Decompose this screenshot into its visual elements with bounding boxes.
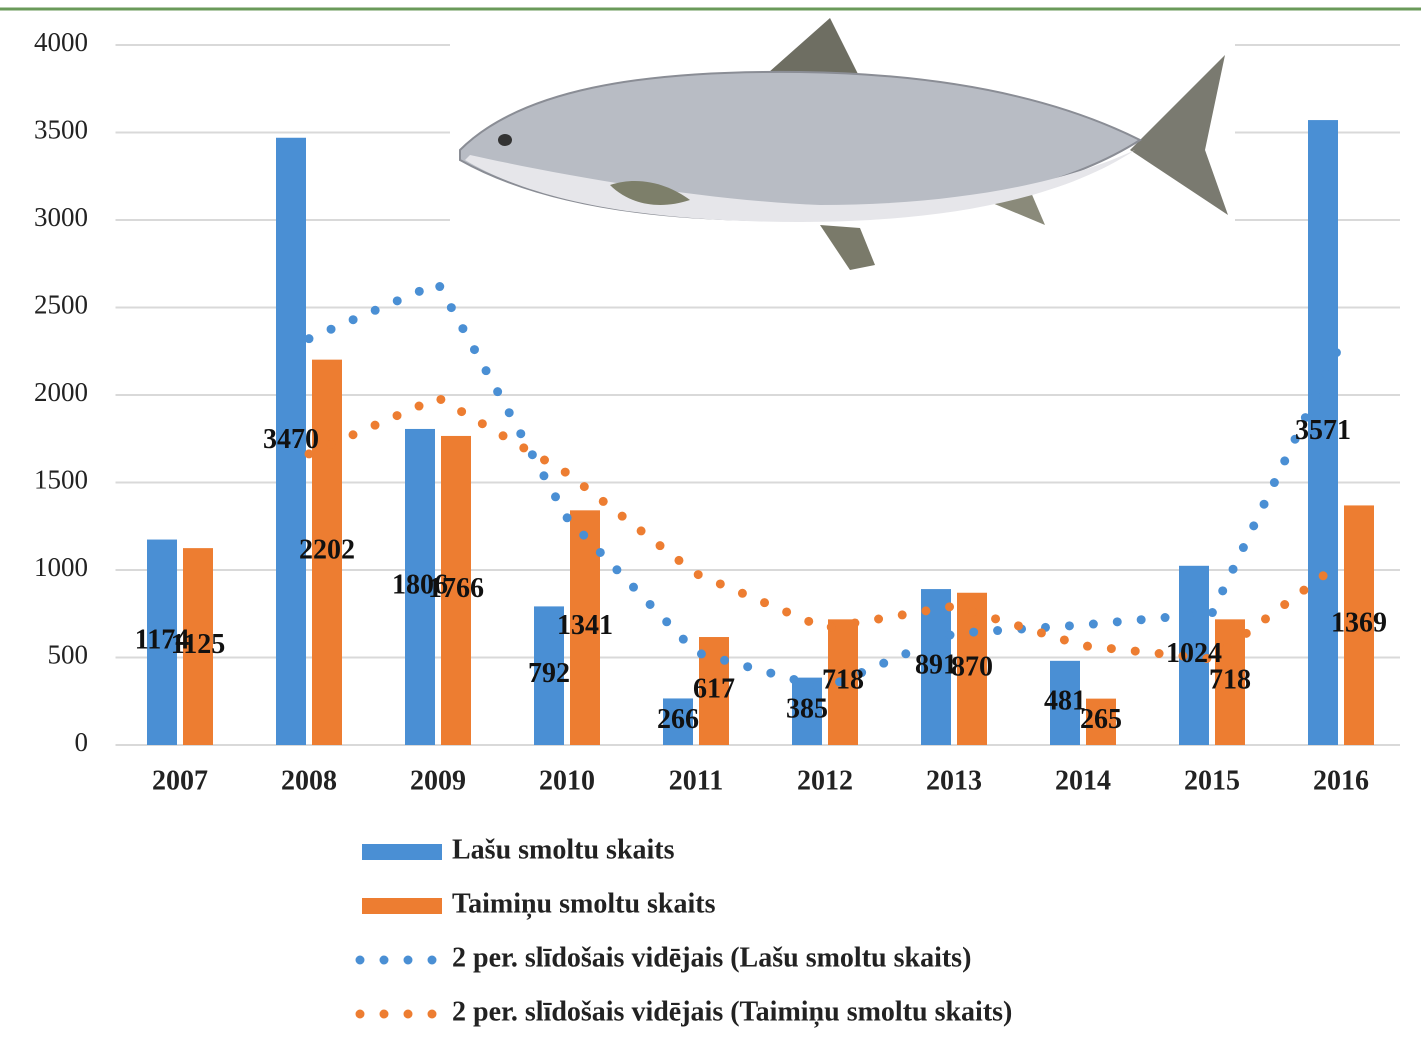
legend-swatch: [362, 898, 442, 914]
x-tick-label: 2014: [1055, 765, 1111, 796]
data-label: 718: [822, 665, 864, 696]
moving-average-line: [304, 277, 1346, 693]
bar: [147, 539, 177, 745]
bar: [1344, 505, 1374, 745]
y-tick-label: 500: [48, 640, 89, 670]
bar: [405, 428, 435, 745]
moving-average-line: [304, 392, 1346, 664]
data-label: 718: [1209, 665, 1251, 696]
y-tick-label: 2500: [34, 290, 88, 320]
data-label: 481: [1044, 685, 1086, 716]
bar: [1086, 698, 1116, 745]
y-tick-label: 3500: [34, 115, 88, 145]
y-tick-label: 3000: [34, 202, 88, 232]
legend-label: Taimiņu smoltu skaits: [452, 888, 716, 920]
data-label: 1174: [135, 625, 189, 656]
x-tick-label: 2016: [1313, 765, 1369, 796]
data-label: 617: [693, 673, 735, 704]
data-label: 1806: [392, 569, 448, 600]
marks: 2007 2008 2009 2010 2011 2012 2013 2014 2015 2016…: [135, 120, 1387, 1028]
data-label: 265: [1080, 704, 1122, 735]
salmon-picture: [450, 15, 1235, 280]
y-tick-label: 1500: [34, 465, 88, 495]
bar: [312, 359, 342, 745]
data-label: 1369: [1331, 608, 1387, 639]
bar: [1050, 660, 1080, 745]
data-label: 3571: [1295, 415, 1351, 446]
bar: [1215, 619, 1245, 745]
x-tick-label: 2007: [152, 765, 208, 796]
bar: [663, 698, 693, 745]
bar: [276, 137, 306, 745]
data-label: 1341: [557, 610, 613, 641]
data-label: 1766: [428, 573, 484, 604]
data-label: 1125: [171, 629, 225, 660]
x-tick-label: 2011: [669, 765, 723, 796]
data-label: 870: [951, 651, 993, 682]
data-label: 3470: [263, 424, 319, 455]
bar: [1308, 120, 1338, 745]
bar: [441, 435, 471, 745]
data-label: 385: [786, 694, 828, 725]
x-tick-label: 2009: [410, 765, 466, 796]
y-tick-label: 2000: [34, 377, 88, 407]
y-tick-label: 4000: [34, 27, 88, 57]
bar: [534, 606, 564, 745]
data-label: 266: [657, 704, 699, 735]
bar: [570, 510, 600, 745]
legend-label: 2 per. slīdošais vidējais (Taimiņu smolt…: [452, 996, 1012, 1028]
data-label: 792: [528, 658, 570, 689]
y-tick-label: 0: [75, 727, 89, 757]
bar: [183, 548, 213, 745]
data-label: 891: [915, 649, 957, 680]
x-tick-label: 2010: [539, 765, 595, 796]
bar: [957, 592, 987, 745]
x-tick-label: 2013: [926, 765, 982, 796]
data-label: 1024: [1166, 638, 1222, 669]
legend-label: 2 per. slīdošais vidējais (Lašu smoltu s…: [452, 942, 971, 973]
legend-label: Lašu smoltu skaits: [452, 834, 675, 865]
legend-swatch: [362, 844, 442, 860]
x-tick-label: 2008: [281, 765, 337, 796]
y-tick-label: 1000: [34, 552, 88, 582]
x-tick-label: 2015: [1184, 765, 1240, 796]
x-tick-label: 2012: [797, 765, 853, 796]
data-label: 2202: [299, 535, 355, 566]
